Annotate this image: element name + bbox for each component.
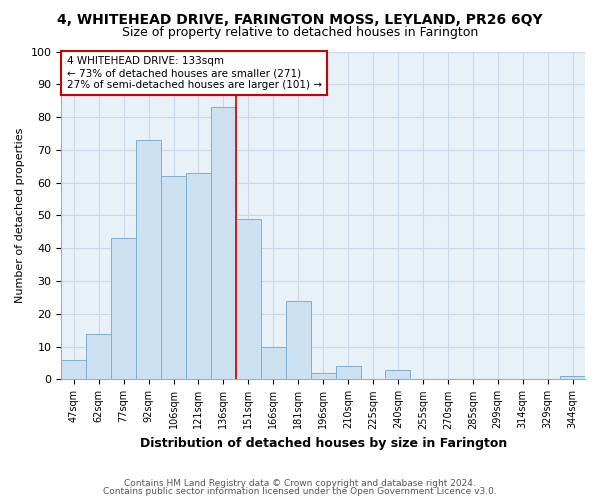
Y-axis label: Number of detached properties: Number of detached properties (15, 128, 25, 303)
Text: Contains HM Land Registry data © Crown copyright and database right 2024.: Contains HM Land Registry data © Crown c… (124, 478, 476, 488)
Bar (335, 366, 361, 380)
Text: 4 WHITEHEAD DRIVE: 133sqm
← 73% of detached houses are smaller (271)
27% of semi: 4 WHITEHEAD DRIVE: 133sqm ← 73% of detac… (67, 56, 322, 90)
Bar (186, 173, 211, 380)
Bar (286, 300, 311, 380)
Bar (560, 376, 585, 380)
Bar (86, 334, 111, 380)
Text: Contains public sector information licensed under the Open Government Licence v3: Contains public sector information licen… (103, 487, 497, 496)
Bar (161, 176, 186, 380)
Bar (236, 219, 261, 380)
Bar (261, 346, 286, 380)
Text: 4, WHITEHEAD DRIVE, FARINGTON MOSS, LEYLAND, PR26 6QY: 4, WHITEHEAD DRIVE, FARINGTON MOSS, LEYL… (57, 12, 543, 26)
Bar (136, 140, 161, 380)
Text: Size of property relative to detached houses in Farington: Size of property relative to detached ho… (122, 26, 478, 39)
Bar (385, 370, 410, 380)
Bar (61, 360, 86, 380)
Bar (111, 238, 136, 380)
Bar (311, 373, 335, 380)
X-axis label: Distribution of detached houses by size in Farington: Distribution of detached houses by size … (140, 437, 507, 450)
Bar (211, 108, 236, 380)
